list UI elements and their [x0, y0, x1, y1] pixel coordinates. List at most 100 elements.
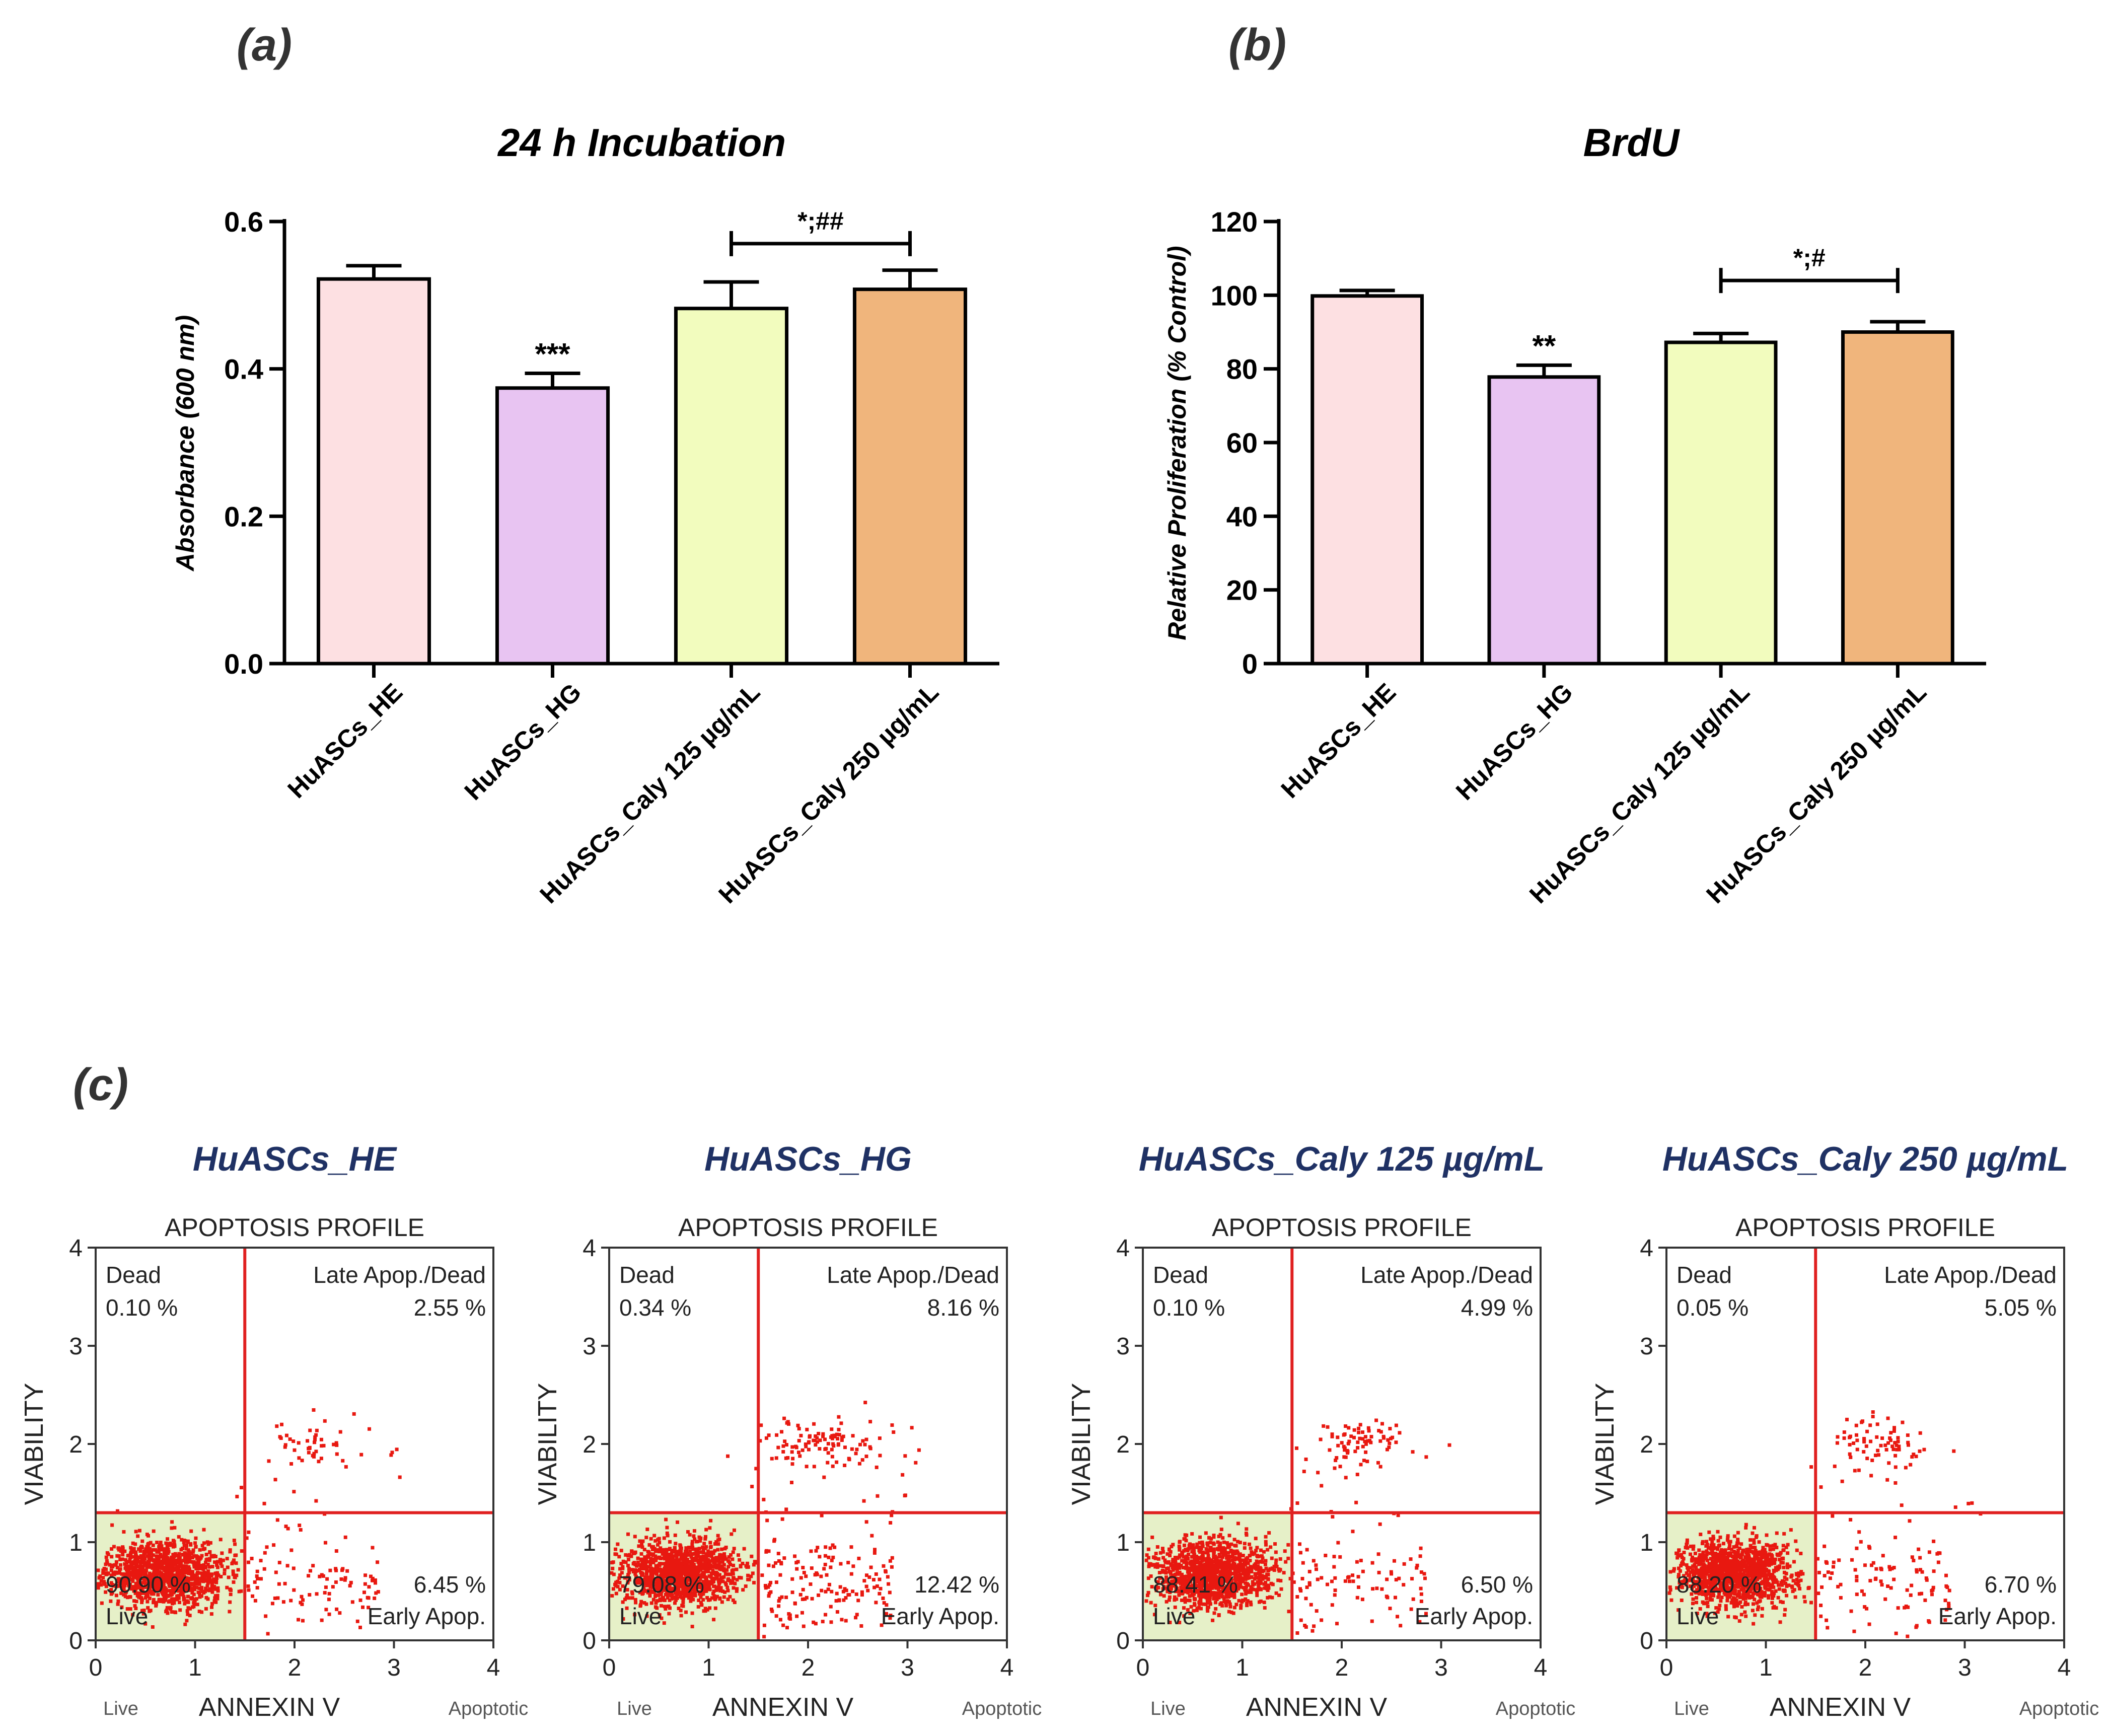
scatter-point	[121, 1581, 125, 1585]
scatter-point	[1274, 1591, 1278, 1595]
y-tick-label: 60	[1226, 427, 1258, 459]
scatter-point	[654, 1583, 658, 1587]
scatter-point	[881, 1596, 885, 1600]
scatter-point	[1305, 1585, 1309, 1589]
scatter-point	[1238, 1573, 1242, 1577]
scatter-point	[212, 1577, 216, 1581]
scatter-point	[800, 1448, 805, 1452]
scatter-point	[830, 1589, 834, 1594]
scatter-point	[630, 1549, 634, 1553]
scatter-point	[633, 1572, 637, 1576]
scatter-point	[626, 1532, 630, 1536]
scatter-point	[1181, 1566, 1185, 1570]
scatter-point	[1409, 1557, 1413, 1561]
scatter-point	[777, 1599, 781, 1603]
scatter-point	[301, 1619, 305, 1623]
scatter-point	[670, 1573, 674, 1577]
scatter-point	[652, 1557, 657, 1561]
scatter-point	[643, 1555, 647, 1559]
scatter-point	[1736, 1531, 1740, 1535]
scatter-point	[1201, 1555, 1205, 1559]
scatter-point	[864, 1455, 868, 1459]
scatter-point	[286, 1527, 290, 1531]
scatter-point	[146, 1562, 150, 1566]
scatter-point	[1168, 1554, 1172, 1558]
scatter-point	[677, 1607, 681, 1611]
scatter-point	[676, 1565, 680, 1569]
scatter-point	[1214, 1556, 1218, 1560]
scatter-point	[1237, 1599, 1241, 1603]
scatter-point	[138, 1549, 142, 1553]
scatter-point	[709, 1545, 713, 1549]
scatter-point	[739, 1564, 743, 1568]
scatter-point	[688, 1571, 692, 1575]
scatter-point	[159, 1578, 163, 1582]
scatter-point	[1177, 1544, 1181, 1548]
scatter-point	[914, 1461, 918, 1465]
scatter-point	[1253, 1582, 1257, 1586]
scatter-point	[1742, 1585, 1746, 1589]
scatter-point	[1268, 1567, 1272, 1571]
scatter-point	[1168, 1548, 1172, 1552]
scatter-point	[1213, 1601, 1217, 1605]
flow-sample-title: HuASCs_HE	[193, 1140, 398, 1178]
scatter-point	[802, 1624, 806, 1628]
scatter-point	[1343, 1446, 1347, 1450]
scatter-point	[696, 1560, 700, 1564]
scatter-point	[1183, 1584, 1187, 1588]
scatter-point	[212, 1554, 216, 1558]
scatter-point	[1344, 1424, 1348, 1428]
scatter-point	[133, 1570, 137, 1574]
scatter-point	[1218, 1570, 1222, 1574]
scatter-point	[1153, 1565, 1157, 1569]
scatter-point	[164, 1567, 168, 1571]
scatter-point	[1244, 1577, 1248, 1581]
scatter-point	[181, 1581, 185, 1585]
scatter-point	[647, 1575, 651, 1579]
scatter-point	[204, 1586, 208, 1590]
scatter-point	[674, 1542, 678, 1546]
scatter-point	[673, 1581, 677, 1585]
scatter-point	[701, 1592, 705, 1596]
scatter-point	[1292, 1580, 1296, 1584]
scatter-point	[1178, 1570, 1182, 1574]
scatter-point	[1187, 1585, 1191, 1589]
scatter-point	[1316, 1577, 1320, 1581]
scatter-point	[686, 1530, 690, 1534]
scatter-point	[1220, 1604, 1224, 1608]
scatter-point	[273, 1596, 277, 1600]
scatter-point	[685, 1548, 689, 1552]
scatter-point	[132, 1555, 136, 1559]
scatter-point	[1377, 1429, 1381, 1433]
scatter-point	[842, 1598, 846, 1602]
scatter-point	[781, 1444, 785, 1448]
category-label: HuASCs_HG	[1450, 678, 1578, 806]
scatter-point	[1376, 1552, 1380, 1556]
scatter-point	[706, 1585, 710, 1589]
scatter-point	[1219, 1515, 1223, 1520]
scatter-point	[737, 1553, 741, 1557]
scatter-point	[706, 1558, 710, 1562]
scatter-point	[1244, 1558, 1248, 1562]
scatter-point	[1171, 1568, 1175, 1572]
scatter-point	[215, 1594, 220, 1598]
scatter-point	[1422, 1572, 1426, 1576]
scatter-point	[837, 1415, 841, 1419]
scatter-point	[1157, 1570, 1161, 1574]
scatter-point	[312, 1408, 316, 1412]
scatter-point	[355, 1619, 359, 1623]
scatter-point	[1283, 1549, 1287, 1553]
scatter-point	[862, 1499, 866, 1503]
scatter-point	[832, 1444, 836, 1448]
scatter-point	[1385, 1448, 1389, 1452]
scatter-point	[136, 1564, 140, 1568]
x-tick-label: 2	[1335, 1654, 1349, 1681]
scatter-point	[180, 1538, 184, 1542]
scatter-point	[1195, 1569, 1199, 1573]
scatter-point	[1179, 1564, 1183, 1567]
scatter-point	[754, 1467, 758, 1471]
scatter-point	[371, 1546, 375, 1550]
scatter-point	[670, 1594, 674, 1598]
scatter-point	[141, 1612, 145, 1616]
scatter-point	[712, 1594, 716, 1598]
